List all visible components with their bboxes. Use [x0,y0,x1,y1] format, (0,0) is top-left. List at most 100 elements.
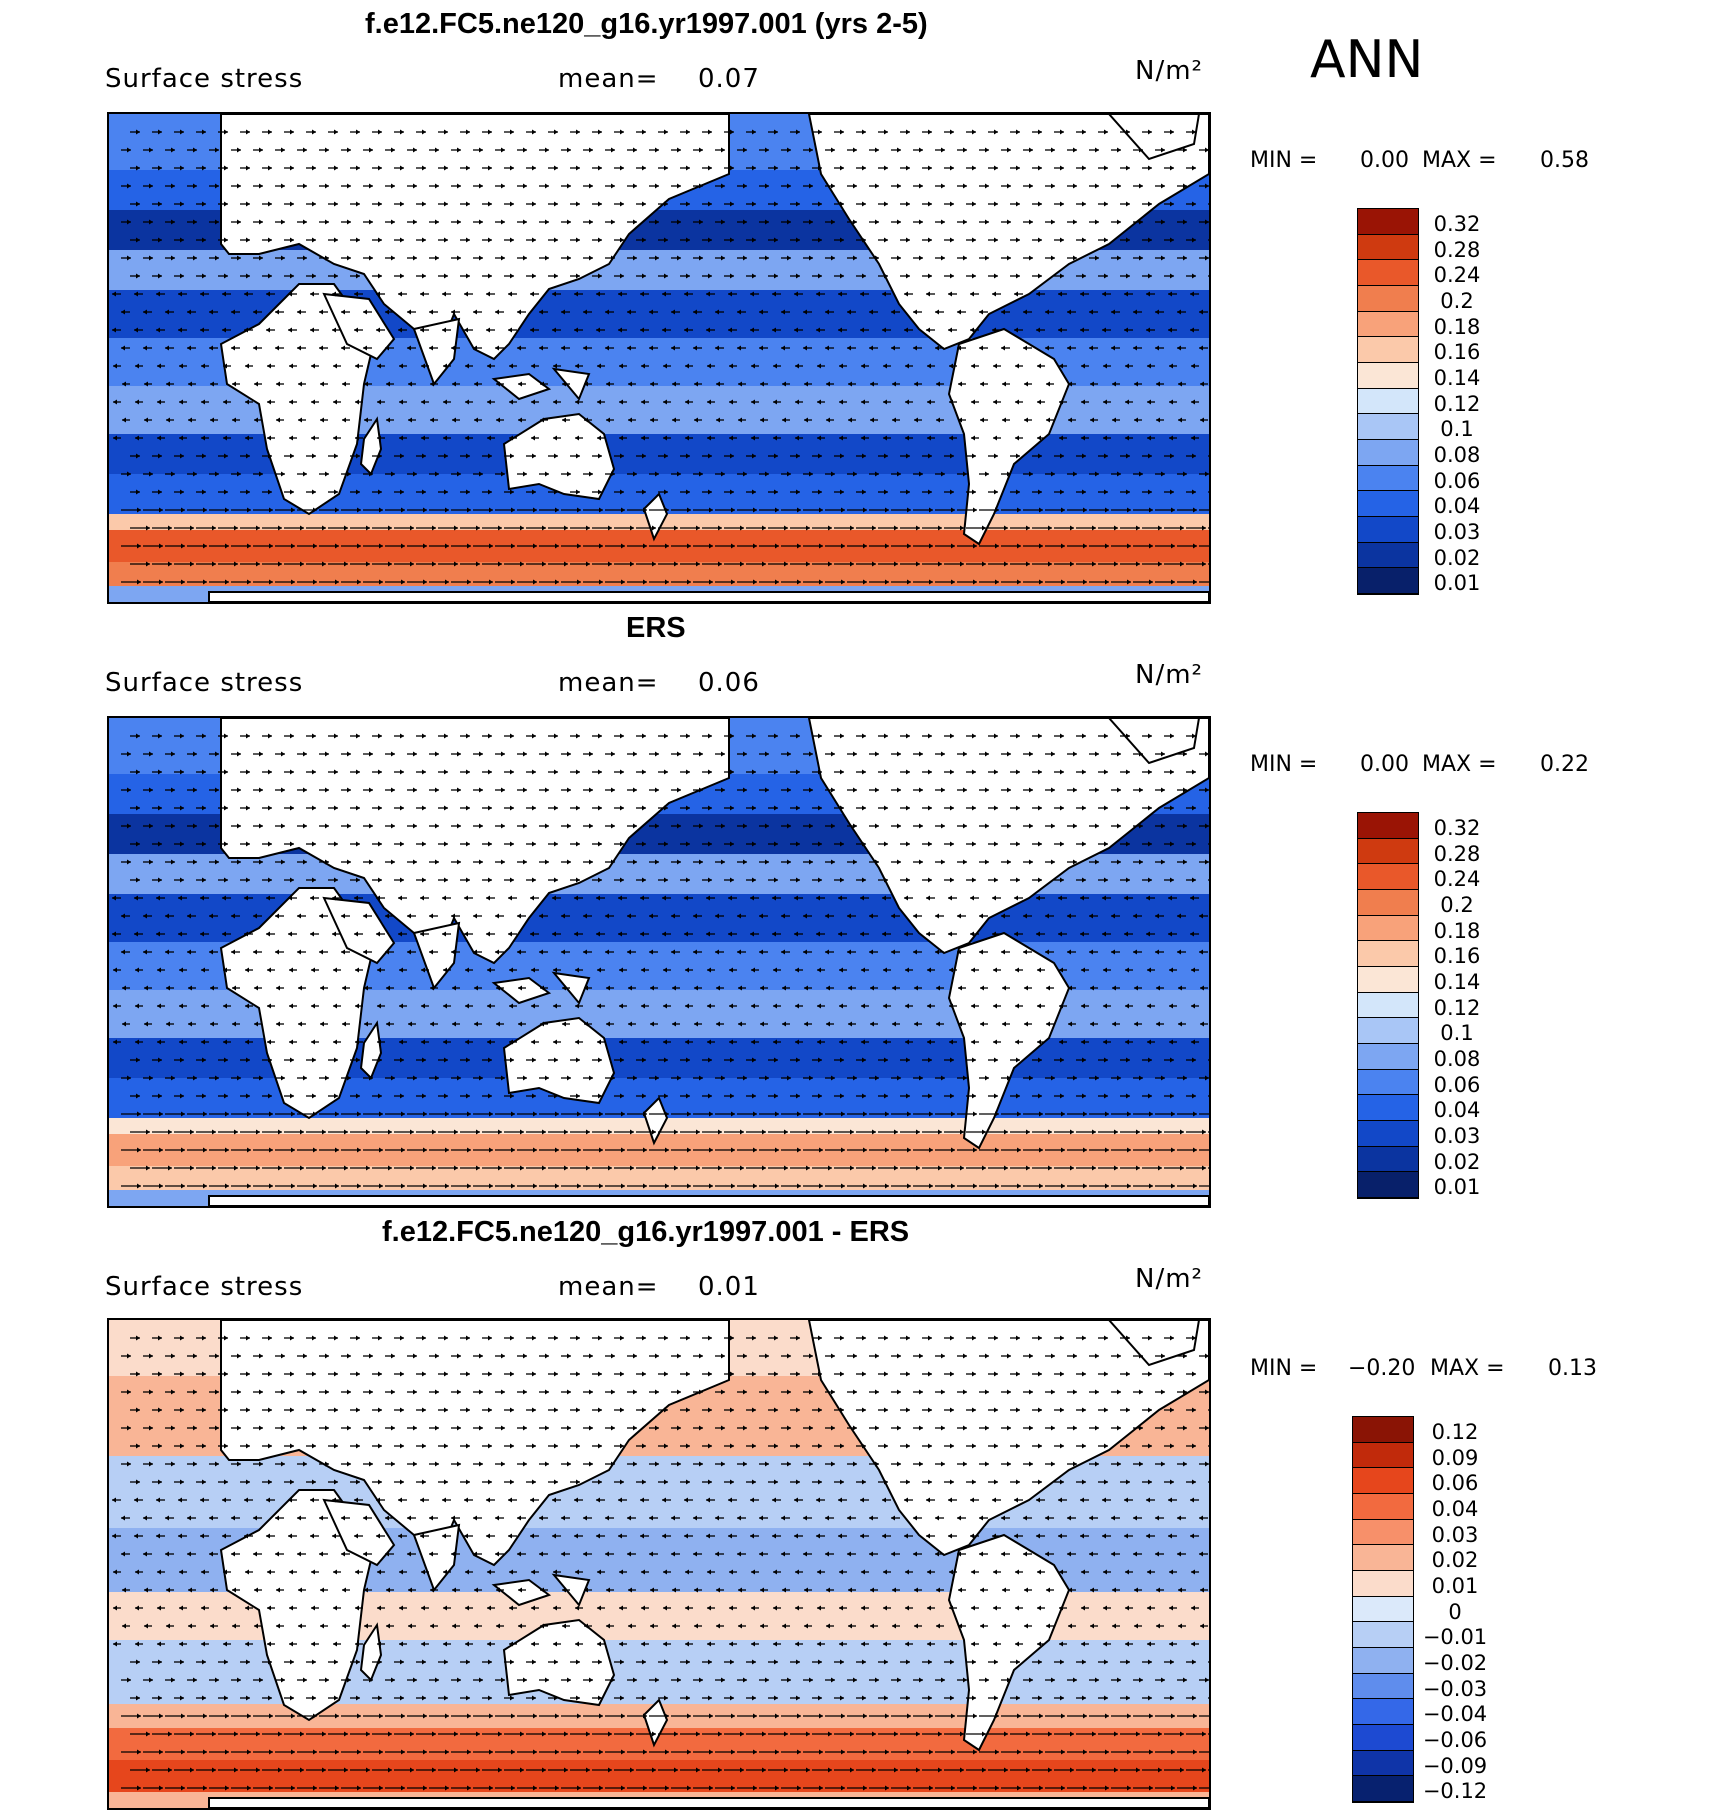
colorbar-cell [1353,1622,1413,1648]
panel-2-units: N/m² [1135,660,1203,690]
panel-2-title: ERS [626,612,686,644]
wind-stress-arrows [112,129,1209,585]
colorbar-label: −0.02 [1422,1651,1488,1675]
colorbar-label: 0.03 [1433,520,1481,544]
colorbar-cell [1358,813,1418,839]
panel-1-mean-label: mean= [558,64,659,94]
colorbar-cell [1353,1519,1413,1546]
colorbar-label: 0.02 [1431,1548,1479,1573]
colorbar-label: 0.24 [1433,867,1481,892]
colorbar-label: −0.04 [1422,1702,1488,1727]
panel-1-title: f.e12.FC5.ne120_g16.yr1997.001 (yrs 2-5) [365,8,928,40]
colorbar-label: 0.04 [1431,1497,1479,1521]
panel-1-map [107,112,1211,604]
panel-2-min-value: 0.00 [1360,752,1409,777]
colorbar-label: 0.03 [1433,1124,1481,1148]
panel-2-max-label: MAX = [1422,752,1497,777]
panel-2-mean-value: 0.06 [698,668,760,698]
colorbar-label: 0.16 [1433,340,1481,365]
colorbar-cell [1353,1468,1413,1494]
colorbar-cell [1358,1044,1418,1070]
colorbar-label: −0.12 [1422,1779,1488,1804]
panel-3-map [107,1318,1211,1810]
colorbar-cell [1353,1417,1413,1443]
colorbar-cell [1358,1121,1418,1147]
colorbar-cell [1358,388,1418,415]
colorbar-label: 0.04 [1433,494,1481,519]
panel-3-min-value: −0.20 [1348,1356,1416,1381]
panel-1-min-label: MIN = [1250,148,1318,173]
colorbar-label: −0.09 [1422,1753,1488,1778]
colorbar-cell [1358,864,1418,890]
colorbar-cell [1353,1750,1413,1777]
colorbar-cell [1358,414,1418,440]
colorbar-label: 0.1 [1440,417,1474,442]
panel-3-mean-value: 0.01 [698,1272,760,1302]
panel-3-min-label: MIN = [1250,1356,1318,1381]
continents [208,1320,1209,1808]
colorbar-label: 0.16 [1433,944,1481,969]
colorbar-cell [1358,1018,1418,1044]
colorbar-cell [1358,311,1418,338]
season-label: ANN [1310,30,1424,90]
colorbar-cell [1353,1699,1413,1725]
colorbar-label: 0.14 [1433,366,1481,390]
colorbar-label: 0.32 [1433,212,1481,236]
colorbar-cell [1358,363,1418,389]
panel-2-max-value: 0.22 [1540,752,1589,777]
colorbar-label: 0.12 [1433,391,1481,416]
panel-3-variable: Surface stress [105,1272,304,1302]
colorbar-label: −0.01 [1422,1625,1488,1650]
colorbar-label: 0.09 [1431,1445,1479,1470]
colorbar-label: 0.06 [1433,468,1481,493]
colorbar-label: 0.28 [1433,841,1481,866]
panel-3-max-value: 0.13 [1548,1356,1597,1381]
colorbar-cell [1358,1095,1418,1121]
colorbar-label: 0.24 [1433,263,1481,288]
colorbar-label: 0.06 [1433,1072,1481,1097]
colorbar-cell [1358,992,1418,1019]
colorbar-label: 0.12 [1431,1420,1479,1444]
colorbar-cell [1358,209,1418,235]
colorbar-label: −0.03 [1422,1676,1488,1701]
colorbar-label: 0.2 [1440,289,1474,313]
colorbar-cell [1353,1494,1413,1520]
colorbar-cell [1353,1776,1413,1802]
colorbar-cell [1358,234,1418,261]
panel-1-colorbar [1357,208,1419,595]
colorbar-cell [1358,915,1418,942]
panel-1-min-value: 0.00 [1360,148,1409,173]
colorbar-cell [1353,1442,1413,1469]
colorbar-label: 0.01 [1433,1175,1481,1200]
panel-3-units: N/m² [1135,1264,1203,1294]
colorbar-cell [1358,440,1418,466]
panel-2-map [107,716,1211,1208]
colorbar-cell [1358,1146,1418,1173]
colorbar-cell [1358,838,1418,865]
colorbar-cell [1353,1673,1413,1700]
colorbar-cell [1358,337,1418,363]
colorbar-cell [1353,1648,1413,1674]
colorbar-label: −0.06 [1422,1728,1488,1752]
colorbar-cell [1358,465,1418,492]
colorbar-label: 0 [1448,1599,1462,1624]
colorbar-cell [1358,1069,1418,1096]
colorbar-cell [1358,260,1418,286]
colorbar-cell [1358,568,1418,594]
colorbar-label: 0.08 [1433,443,1481,467]
panel-3-colorbar [1352,1416,1414,1803]
colorbar-cell [1353,1725,1413,1751]
colorbar-label: 0.1 [1440,1021,1474,1046]
panel-3-max-label: MAX = [1430,1356,1505,1381]
colorbar-cell [1353,1571,1413,1597]
panel-1-mean-value: 0.07 [698,64,760,94]
colorbar-cell [1358,542,1418,569]
colorbar-cell [1358,967,1418,993]
colorbar-label: 0.01 [1433,571,1481,596]
colorbar-label: 0.02 [1433,1149,1481,1174]
colorbar-cell [1358,517,1418,543]
colorbar-label: 0.32 [1433,816,1481,840]
colorbar-cell [1358,890,1418,916]
colorbar-cell [1358,491,1418,517]
colorbar-label: 0.18 [1433,918,1481,943]
